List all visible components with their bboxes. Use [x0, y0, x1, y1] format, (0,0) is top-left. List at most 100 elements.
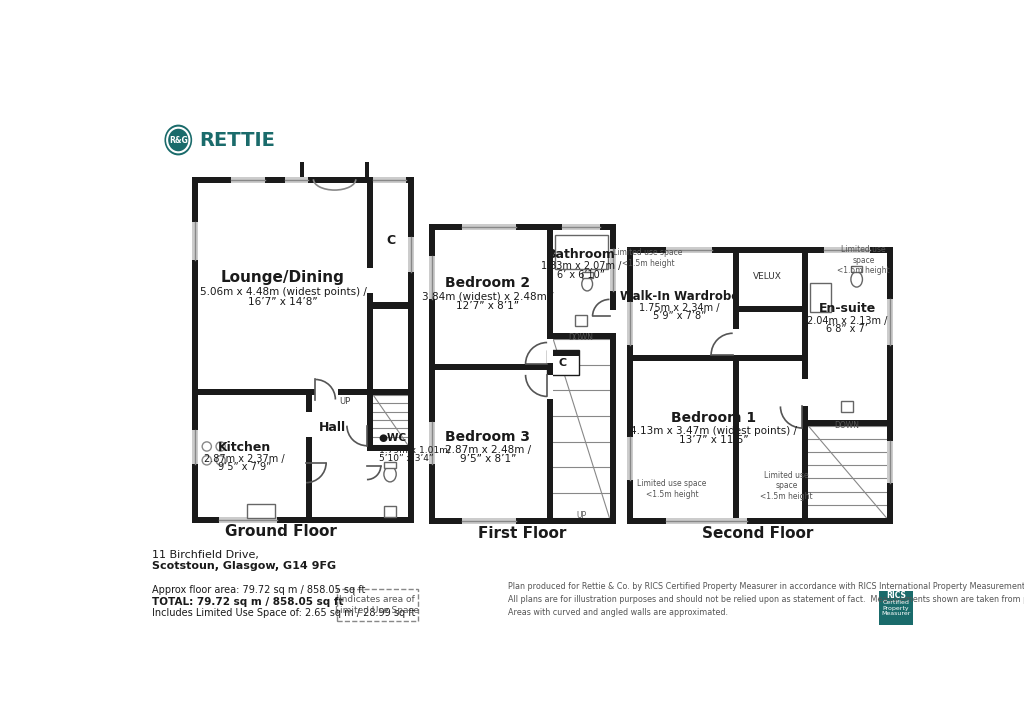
- Text: 5’9” x 7’8”: 5’9” x 7’8”: [653, 311, 707, 321]
- Bar: [219, 518, 276, 523]
- Text: 1.75m x 2.34m /: 1.75m x 2.34m /: [639, 303, 720, 313]
- Bar: [367, 445, 414, 524]
- Bar: [367, 389, 414, 445]
- Bar: [802, 247, 893, 419]
- Text: 3.84m (widest) x 2.48m /: 3.84m (widest) x 2.48m /: [422, 291, 554, 301]
- Bar: [628, 355, 802, 361]
- Bar: [628, 437, 634, 479]
- Bar: [429, 224, 435, 524]
- Text: UP: UP: [339, 397, 350, 405]
- Text: Lounge/Dining: Lounge/Dining: [221, 270, 345, 285]
- Text: 2.87m x 2.48m /: 2.87m x 2.48m /: [444, 445, 530, 455]
- Bar: [733, 306, 802, 313]
- Bar: [193, 177, 414, 183]
- Bar: [733, 329, 739, 355]
- Bar: [582, 272, 593, 278]
- Text: VELUX: VELUX: [753, 272, 781, 281]
- Text: 6’8” x 7’: 6’8” x 7’: [826, 324, 868, 334]
- Bar: [574, 315, 587, 326]
- Bar: [808, 419, 893, 426]
- Bar: [887, 247, 893, 524]
- Bar: [193, 400, 306, 524]
- Text: Certified
Property
Measurer: Certified Property Measurer: [882, 600, 910, 616]
- Bar: [367, 177, 414, 303]
- Text: Limited use
space
<1.5m height: Limited use space <1.5m height: [838, 245, 890, 275]
- Text: 4.13m x 3.47m (widest points) /: 4.13m x 3.47m (widest points) /: [630, 426, 797, 436]
- Bar: [879, 592, 912, 625]
- Bar: [429, 256, 435, 298]
- Bar: [851, 266, 862, 272]
- Text: C: C: [386, 235, 395, 248]
- Bar: [562, 224, 600, 230]
- Bar: [666, 518, 746, 524]
- Bar: [802, 419, 893, 524]
- Bar: [337, 589, 418, 621]
- Bar: [193, 389, 414, 395]
- Ellipse shape: [165, 125, 193, 156]
- Bar: [547, 375, 553, 399]
- Text: R&G: R&G: [169, 135, 187, 145]
- Text: En-suite: En-suite: [819, 302, 877, 315]
- Bar: [285, 177, 307, 183]
- Text: Scotstoun, Glasgow, G14 9FG: Scotstoun, Glasgow, G14 9FG: [153, 561, 336, 571]
- Bar: [193, 429, 199, 464]
- Bar: [429, 518, 615, 524]
- Bar: [802, 379, 808, 406]
- Text: Second Floor: Second Floor: [702, 526, 814, 541]
- Bar: [462, 518, 515, 524]
- Bar: [810, 283, 831, 313]
- Text: 9’5” x 8’1”: 9’5” x 8’1”: [460, 454, 516, 464]
- Text: Limited use
space
<1.5m height: Limited use space <1.5m height: [760, 471, 813, 500]
- Bar: [247, 504, 274, 518]
- Text: 6’ x 6’10”: 6’ x 6’10”: [557, 270, 605, 279]
- Bar: [628, 247, 634, 524]
- Bar: [193, 222, 199, 260]
- Bar: [408, 177, 414, 523]
- Text: 2.87m x 2.37m /: 2.87m x 2.37m /: [204, 454, 285, 464]
- Text: 1.83m x 2.07m /: 1.83m x 2.07m /: [541, 261, 622, 272]
- Text: RICS: RICS: [886, 592, 906, 600]
- Text: RETTIE: RETTIE: [199, 130, 275, 150]
- Text: 9’5” x 7’9”: 9’5” x 7’9”: [218, 462, 271, 472]
- Bar: [373, 177, 407, 183]
- Bar: [384, 462, 396, 468]
- Text: Bedroom 2: Bedroom 2: [445, 277, 530, 290]
- Bar: [429, 422, 435, 464]
- Bar: [553, 310, 615, 333]
- Bar: [733, 247, 739, 524]
- Bar: [367, 268, 373, 293]
- Bar: [429, 224, 547, 364]
- Bar: [300, 161, 370, 180]
- Bar: [547, 333, 615, 524]
- Text: 12’7” x 8’1”: 12’7” x 8’1”: [457, 300, 519, 311]
- Text: TOTAL: 79.72 sq m / 858.05 sq ft: TOTAL: 79.72 sq m / 858.05 sq ft: [153, 597, 344, 607]
- Bar: [373, 303, 408, 308]
- Bar: [802, 247, 808, 524]
- Bar: [733, 247, 802, 306]
- Bar: [193, 177, 199, 523]
- Bar: [628, 303, 634, 345]
- Text: Bedroom 3: Bedroom 3: [445, 430, 530, 445]
- Bar: [628, 247, 733, 355]
- Text: DOWN: DOWN: [835, 421, 859, 430]
- Bar: [306, 400, 367, 466]
- Text: Kitchen: Kitchen: [218, 441, 271, 454]
- Bar: [555, 235, 608, 269]
- Bar: [547, 224, 615, 333]
- Text: C: C: [558, 358, 566, 368]
- Bar: [733, 247, 739, 306]
- Text: 5.06m x 4.48m (widest points) /: 5.06m x 4.48m (widest points) /: [200, 287, 367, 298]
- Bar: [842, 401, 853, 412]
- Bar: [823, 247, 869, 253]
- Text: First Floor: First Floor: [477, 526, 566, 541]
- Bar: [887, 298, 893, 345]
- Bar: [367, 177, 373, 445]
- Bar: [367, 445, 414, 451]
- Text: ●WC: ●WC: [379, 433, 407, 443]
- Bar: [429, 224, 615, 230]
- Bar: [193, 518, 414, 523]
- Text: Approx floor area: 79.72 sq m / 858.05 sq ft: Approx floor area: 79.72 sq m / 858.05 s…: [153, 586, 366, 595]
- Bar: [306, 412, 312, 437]
- Bar: [193, 177, 414, 389]
- Text: Limited use space
<1.5m height: Limited use space <1.5m height: [637, 479, 707, 499]
